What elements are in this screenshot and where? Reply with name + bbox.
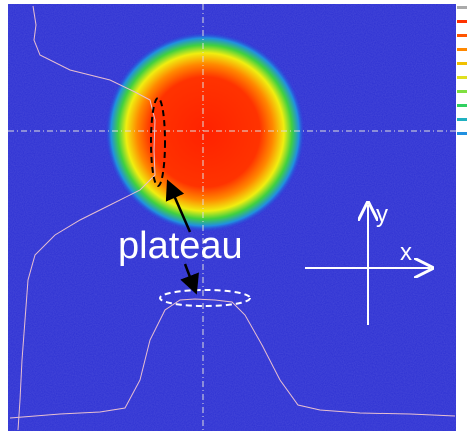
x-axis-label: x bbox=[400, 239, 412, 266]
beam-spot bbox=[105, 32, 305, 232]
plateau-label: plateau bbox=[118, 225, 243, 267]
color-scale bbox=[457, 6, 467, 135]
beam-profile-figure: plateau y x bbox=[0, 0, 470, 435]
y-axis-label: y bbox=[376, 201, 388, 228]
